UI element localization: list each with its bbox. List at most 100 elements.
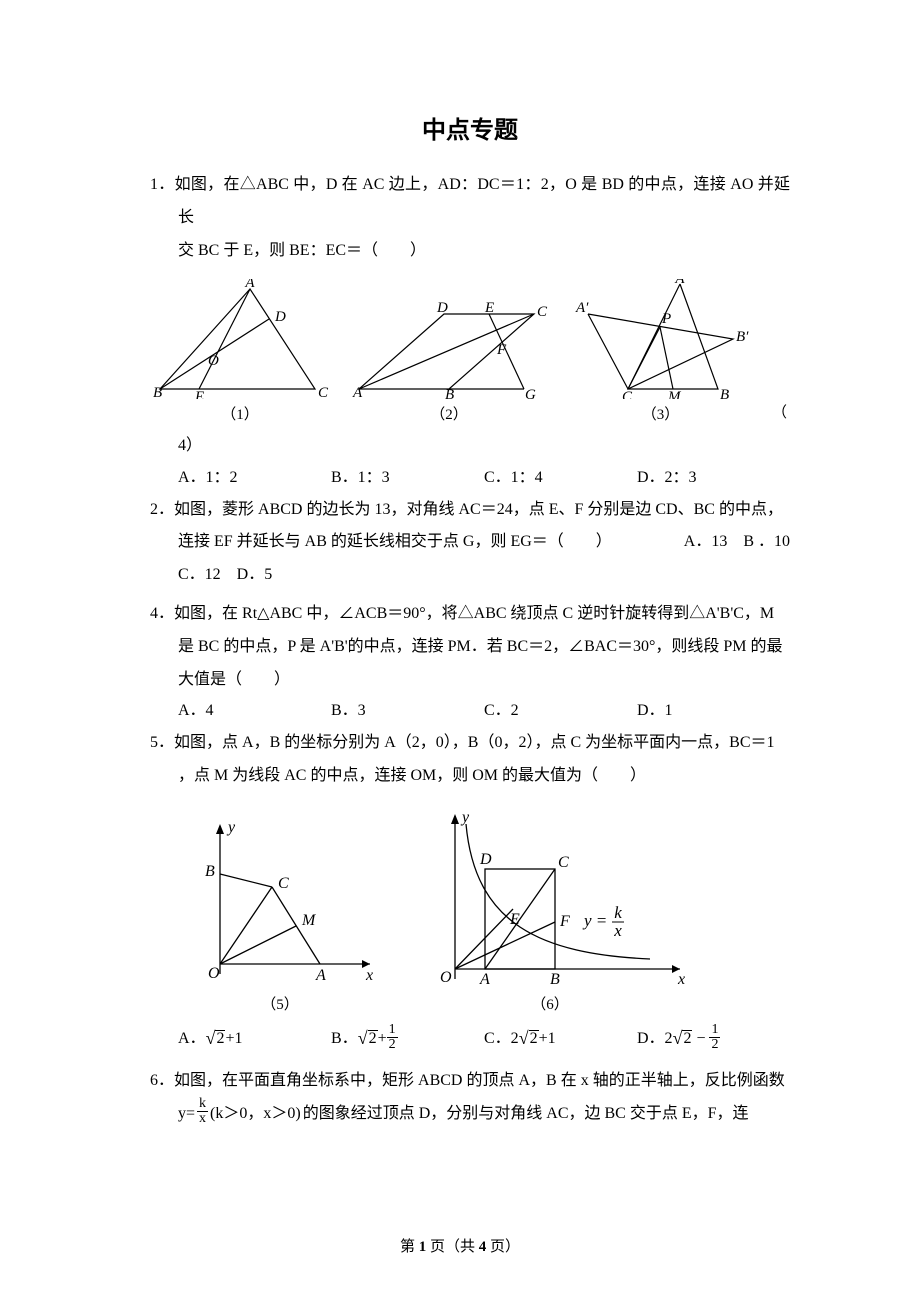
problem-6-l2: y= k x (k＞0，x＞0) 的图象经过顶点 D，分别与对角线 AC，边 B…	[150, 1098, 790, 1131]
opt-a-pre: A．	[178, 1030, 206, 1047]
fig1-svg: A B C D O E	[150, 279, 330, 399]
footer-page: 1	[419, 1239, 427, 1255]
svg-text:C: C	[558, 854, 569, 871]
svg-text:B: B	[550, 971, 560, 988]
problem-5-l2: ，点 M 为线段 AC 的中点，连接 OM，则 OM 的最大值为（ ）	[150, 760, 790, 793]
sqrt-icon: 2	[519, 1020, 539, 1054]
fraction: k x	[197, 1097, 208, 1126]
svg-text:O: O	[208, 353, 219, 369]
svg-text:A: A	[674, 279, 685, 287]
radicand: 2	[682, 1030, 692, 1047]
radicand: 2	[529, 1030, 539, 1047]
problem-number: 6．	[150, 1072, 174, 1089]
option-c: C．2	[484, 696, 637, 726]
svg-text:M: M	[667, 389, 682, 399]
problem-2-line2: 连接 EF 并延长与 AB 的延长线相交于点 G，则 EG＝（ ） A．13 B…	[150, 526, 790, 559]
problem-4: 4．如图，在 Rt△ABC 中，∠ACB＝90°，将△ABC 绕顶点 C 逆时针…	[150, 598, 790, 631]
svg-text:B: B	[205, 863, 215, 880]
problem-number: 4．	[150, 605, 174, 622]
svg-text:G: G	[525, 387, 536, 399]
denominator: x	[197, 1112, 208, 1126]
option-d: D．2：3	[637, 463, 790, 493]
footer-suffix: 页）	[490, 1239, 520, 1255]
radicand: 2	[368, 1030, 378, 1047]
svg-text:C: C	[278, 875, 289, 892]
svg-text:A: A	[352, 385, 363, 399]
footer-mid: 页（共	[430, 1239, 475, 1255]
problem-4-l3: 大值是（ ）	[150, 664, 790, 697]
page: 中点专题 1．如图，在△ABC 中，D 在 AC 边上，AD：DC＝1：2，O …	[0, 0, 920, 1302]
fig5-svg: O A B C M x y	[180, 814, 380, 989]
sqrt-icon: 2	[358, 1020, 378, 1054]
option-a: A．1：2	[178, 463, 331, 493]
svg-text:C: C	[318, 385, 329, 399]
problem-number: 1．	[150, 176, 175, 193]
figure-3-caption: （3）	[568, 403, 753, 424]
opt-d-pre: D．2	[637, 1030, 673, 1047]
svg-text:C: C	[622, 389, 633, 399]
svg-text:C: C	[537, 304, 548, 320]
problem-4-options: A．4 B．3 C．2 D．1	[150, 696, 790, 726]
problem-1: 1．如图，在△ABC 中，D 在 AC 边上，AD：DC＝1：2，O 是 BD …	[150, 169, 790, 235]
minus: −	[692, 1030, 709, 1047]
denominator: 2	[387, 1038, 398, 1052]
problem-number: 5．	[150, 734, 174, 751]
opt-b-pre: B．	[331, 1030, 358, 1047]
problem-text: 如图，点 A，B 的坐标分别为 A（2，0），B（0，2），点 C 为坐标平面内…	[174, 734, 774, 751]
option-a: A．2+1	[178, 1020, 331, 1054]
problem-4-l2: 是 BC 的中点，P 是 A'B'的中点，连接 PM．若 BC＝2，∠BAC＝3…	[150, 631, 790, 664]
svg-text:B: B	[720, 387, 729, 399]
svg-text:A: A	[244, 279, 255, 291]
sqrt-icon: 2	[206, 1020, 226, 1054]
svg-text:D: D	[436, 300, 448, 316]
fraction: 12	[709, 1023, 720, 1052]
svg-text:A: A	[479, 971, 490, 988]
svg-text:E: E	[484, 300, 494, 316]
svg-text:D: D	[274, 309, 286, 325]
problem-6: 6．如图，在平面直角坐标系中，矩形 ABCD 的顶点 A，B 在 x 轴的正半轴…	[150, 1065, 790, 1098]
figure-row-2: O A B C M x y （5）	[150, 804, 790, 1014]
footer-prefix: 第	[400, 1239, 415, 1255]
numerator: 1	[709, 1023, 720, 1038]
fig3-svg: A B C A′ B′ M P	[568, 279, 753, 399]
figure-4-open: （	[772, 401, 790, 424]
problem-text: 如图，在△ABC 中，D 在 AC 边上，AD：DC＝1：2，O 是 BD 的中…	[175, 176, 790, 226]
svg-text:A: A	[315, 967, 326, 984]
svg-text:M: M	[301, 912, 317, 929]
svg-text:O: O	[440, 969, 452, 986]
svg-text:P: P	[661, 311, 671, 327]
problem-5-options: A．2+1 B．2+12 C．22+1 D．22 − 12	[150, 1020, 790, 1054]
svg-text:y =: y =	[582, 911, 607, 930]
problem-number: 2．	[150, 501, 174, 518]
figure-6-caption: （6）	[400, 993, 700, 1014]
problem-2-line2a: 连接 EF 并延长与 AB 的延长线相交于点 G，则 EG＝（ ）	[178, 526, 612, 559]
option-d: D．1	[637, 696, 790, 726]
svg-text:D: D	[479, 851, 492, 868]
svg-text:B: B	[445, 387, 454, 399]
svg-text:B: B	[153, 385, 162, 399]
numerator: k	[197, 1097, 208, 1112]
numerator: 1	[387, 1023, 398, 1038]
option-b: B．1：3	[331, 463, 484, 493]
figure-1: A B C D O E （1）	[150, 279, 330, 424]
p6-rest: 的图象经过顶点 D，分别与对角线 AC，边 BC 交于点 E，F，连	[303, 1098, 749, 1131]
svg-text:y: y	[226, 819, 236, 836]
svg-text:A′: A′	[575, 300, 589, 316]
svg-text:O: O	[208, 965, 220, 982]
problem-text: 如图，在平面直角坐标系中，矩形 ABCD 的顶点 A，B 在 x 轴的正半轴上，…	[174, 1072, 785, 1089]
option-a: A．4	[178, 696, 331, 726]
option-d: D．22 − 12	[637, 1020, 790, 1054]
option-b: B．3	[331, 696, 484, 726]
svg-text:x: x	[677, 971, 685, 988]
condition: (k＞0，x＞0)	[210, 1098, 301, 1131]
denominator: 2	[709, 1038, 720, 1052]
option-c: C．22+1	[484, 1020, 637, 1054]
svg-text:y: y	[460, 809, 470, 826]
svg-text:E: E	[509, 911, 520, 928]
figure-3: A B C A′ B′ M P （3）	[568, 279, 753, 424]
figure-2-caption: （2）	[349, 403, 549, 424]
page-title: 中点专题	[150, 110, 790, 145]
problem-text: 如图，菱形 ABCD 的边长为 13，对角线 AC＝24，点 E、F 分别是边 …	[174, 501, 783, 518]
sqrt-icon: 2	[673, 1020, 693, 1054]
svg-text:k: k	[614, 903, 622, 922]
